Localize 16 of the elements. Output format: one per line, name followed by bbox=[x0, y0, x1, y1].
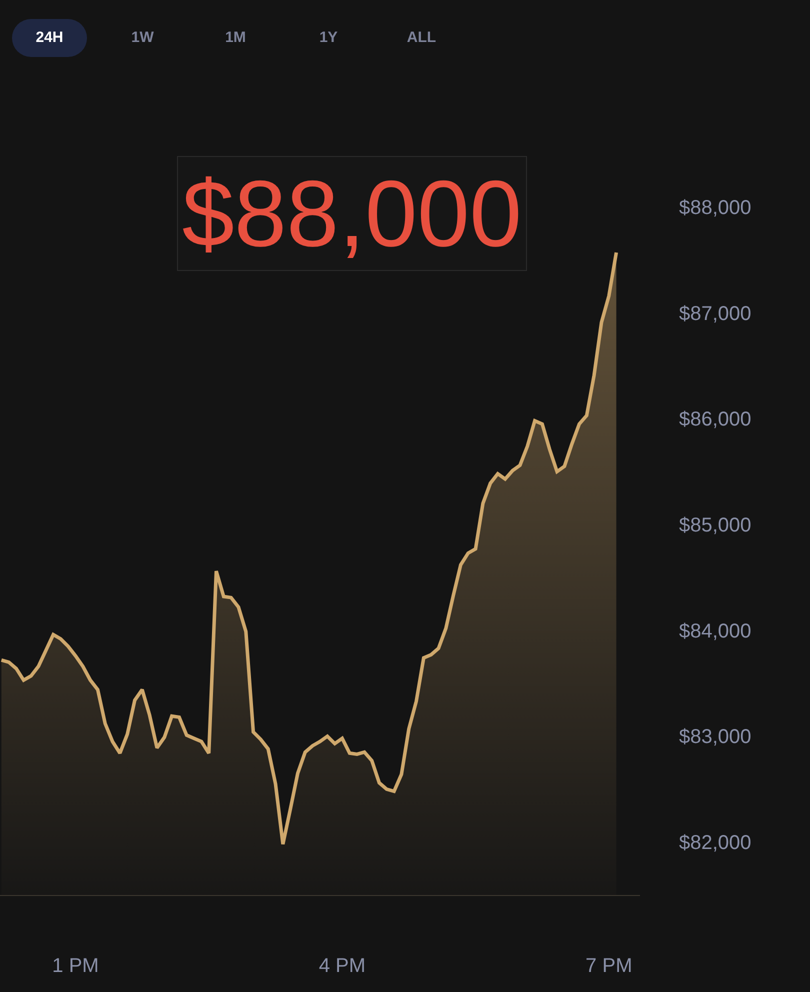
y-tick-label: $82,000 bbox=[679, 832, 752, 854]
x-tick-label: 1 PM bbox=[52, 955, 99, 977]
y-tick-label: $86,000 bbox=[679, 408, 752, 431]
annotation: $88,000 bbox=[182, 161, 522, 266]
y-tick-label: $87,000 bbox=[679, 302, 752, 325]
y-tick-label: $84,000 bbox=[679, 620, 752, 642]
y-tick-label: $85,000 bbox=[679, 514, 752, 537]
y-tick-label: $83,000 bbox=[679, 726, 752, 748]
text: 1M bbox=[224, 28, 247, 48]
y-tick-label: $88,000 bbox=[679, 197, 752, 219]
text: 1W bbox=[130, 28, 155, 48]
text: 1Y bbox=[318, 28, 339, 48]
x-tick-label: 4 PM bbox=[318, 955, 366, 977]
x-tick-label: 7 PM bbox=[586, 955, 632, 977]
text: ALL bbox=[406, 28, 438, 48]
text: 24H bbox=[12, 19, 87, 57]
